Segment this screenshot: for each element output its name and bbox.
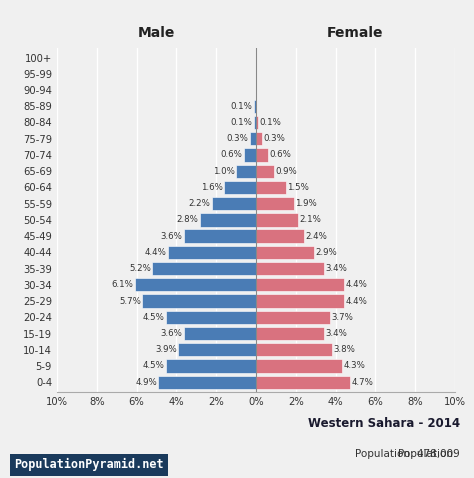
Bar — [256, 262, 324, 275]
Text: 4.4%: 4.4% — [345, 280, 367, 289]
Text: 2.4%: 2.4% — [305, 232, 327, 240]
Bar — [143, 294, 256, 308]
Text: 5.7%: 5.7% — [119, 296, 141, 305]
Bar — [224, 181, 256, 194]
Text: 4.3%: 4.3% — [343, 361, 365, 370]
Text: 3.9%: 3.9% — [155, 345, 177, 354]
Bar — [256, 148, 268, 162]
Bar — [153, 262, 256, 275]
Text: 1.5%: 1.5% — [287, 183, 310, 192]
Text: 3.6%: 3.6% — [161, 329, 182, 338]
Text: PopulationPyramid.net: PopulationPyramid.net — [14, 458, 164, 471]
Bar — [166, 359, 256, 373]
Text: 4.7%: 4.7% — [351, 378, 373, 387]
Bar — [166, 311, 256, 324]
Bar — [256, 327, 324, 340]
Bar — [168, 246, 256, 259]
Text: 0.1%: 0.1% — [260, 118, 282, 127]
Bar — [256, 278, 344, 292]
Text: 0.9%: 0.9% — [275, 167, 297, 176]
Bar — [200, 213, 256, 227]
Bar — [178, 343, 256, 357]
Text: 4.4%: 4.4% — [345, 296, 367, 305]
Bar — [256, 343, 332, 357]
Text: 3.8%: 3.8% — [333, 345, 355, 354]
Text: 0.1%: 0.1% — [230, 118, 252, 127]
Bar — [256, 229, 304, 243]
Bar — [135, 278, 256, 292]
Bar — [256, 359, 342, 373]
Text: 0.3%: 0.3% — [227, 134, 248, 143]
Bar — [256, 311, 329, 324]
Text: Male: Male — [138, 26, 175, 40]
Text: 0.1%: 0.1% — [230, 102, 252, 111]
Bar — [256, 246, 314, 259]
Text: 1.0%: 1.0% — [212, 167, 235, 176]
Bar — [256, 132, 262, 145]
Bar — [256, 376, 349, 389]
Text: 2.2%: 2.2% — [189, 199, 210, 208]
Bar — [250, 132, 256, 145]
Text: 0.3%: 0.3% — [264, 134, 285, 143]
Text: Population: 478,009: Population: 478,009 — [355, 449, 460, 459]
Bar — [256, 181, 286, 194]
Bar — [212, 197, 256, 210]
Bar — [236, 164, 256, 178]
Text: 3.7%: 3.7% — [331, 313, 353, 322]
Bar — [254, 99, 256, 113]
Text: 3.6%: 3.6% — [161, 232, 182, 240]
Text: 4.5%: 4.5% — [143, 313, 165, 322]
Text: 2.9%: 2.9% — [315, 248, 337, 257]
Text: 4.9%: 4.9% — [135, 378, 157, 387]
Bar — [158, 376, 256, 389]
Text: 4.5%: 4.5% — [143, 361, 165, 370]
Bar — [184, 229, 256, 243]
Bar — [256, 213, 298, 227]
Bar — [256, 116, 258, 129]
Text: Female: Female — [327, 26, 384, 40]
Bar — [184, 327, 256, 340]
Text: 2.1%: 2.1% — [300, 216, 321, 224]
Text: 6.1%: 6.1% — [111, 280, 133, 289]
Text: 4.4%: 4.4% — [145, 248, 167, 257]
Text: 3.4%: 3.4% — [325, 264, 347, 273]
Text: 1.6%: 1.6% — [201, 183, 222, 192]
Bar — [256, 294, 344, 308]
Bar — [256, 164, 274, 178]
Text: 3.4%: 3.4% — [325, 329, 347, 338]
Text: Western Sahara - 2014: Western Sahara - 2014 — [308, 417, 460, 430]
Text: Population:: Population: — [398, 449, 460, 459]
Text: 2.8%: 2.8% — [177, 216, 199, 224]
Bar — [244, 148, 256, 162]
Text: 1.9%: 1.9% — [295, 199, 317, 208]
Bar — [254, 116, 256, 129]
Text: 0.6%: 0.6% — [220, 151, 242, 160]
Text: 0.6%: 0.6% — [270, 151, 292, 160]
Text: 5.2%: 5.2% — [129, 264, 151, 273]
Bar — [256, 197, 294, 210]
